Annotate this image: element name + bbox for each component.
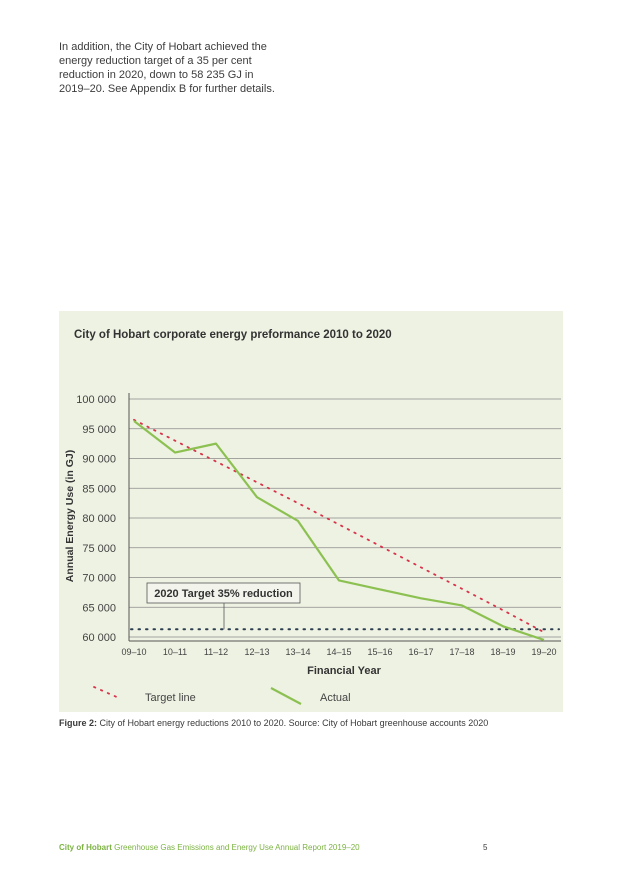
caption-label: Figure 2: [59,718,98,728]
y-tick-label: 60 000 [82,632,116,644]
y-tick-label: 100 000 [76,394,116,406]
figure-caption: Figure 2: City of Hobart energy reductio… [59,718,563,728]
energy-chart-panel: City of Hobart corporate energy preforma… [59,311,563,712]
x-tick-label: 13–14 [285,647,310,657]
x-tick-label: 14–15 [326,647,351,657]
x-tick-label: 11–12 [204,647,228,657]
x-axis-title: Financial Year [307,665,382,677]
y-tick-label: 65 000 [82,602,116,614]
x-tick-label: 10–11 [163,647,187,657]
y-tick-label: 70 000 [82,573,116,585]
target-label: 2020 Target 35% reduction [154,588,293,600]
intro-line: In addition, the City of Hobart achieved… [59,41,267,53]
x-tick-label: 17–18 [449,647,474,657]
target-label-box [146,582,301,604]
intro-paragraph: In addition, the City of Hobart achieved… [59,40,299,96]
caption-text: City of Hobart energy reductions 2010 to… [99,718,489,728]
series-line-actual [133,420,545,642]
y-tick-label: 80 000 [82,513,116,525]
y-tick-label: 75 000 [82,543,116,555]
energy-line-chart: 60 000 65 000 70 000 75 000 80 000 85 000 90 0… [64,393,561,705]
intro-line: reduction in 2020, down to 58 235 GJ in [59,69,254,81]
y-tick-label: 95 000 [82,424,116,436]
legend-swatch-actual [270,687,302,705]
chart-title: City of Hobart corporate energy preforma… [74,329,392,341]
intro-line: 2019–20. See Appendix B for further deta… [59,83,275,95]
legend-label-actual: Actual [320,692,351,704]
page-footer: City of Hobart Greenhouse Gas Emissions … [59,843,360,852]
x-tick-label: 09–10 [121,647,146,657]
x-tick-label: 15–16 [367,647,392,657]
legend-swatch-target [93,686,120,699]
legend-label-target: Target line [145,692,196,704]
series-line-target-line [133,418,545,634]
x-tick-label: 18–19 [490,647,515,657]
y-axis-title: Annual Energy Use (in GJ) [64,450,76,582]
footer-org: City of Hobart [59,843,112,852]
y-tick-label: 85 000 [82,483,116,495]
x-tick-label: 12–13 [244,647,269,657]
intro-line: energy reduction target of a 35 per cent [59,55,252,67]
footer-report-title: Greenhouse Gas Emissions and Energy Use … [114,843,360,852]
y-tick-label: 90 000 [82,454,116,466]
x-tick-label: 16–17 [408,647,433,657]
page-number: 5 [483,843,488,852]
x-tick-label: 19–20 [531,647,556,657]
